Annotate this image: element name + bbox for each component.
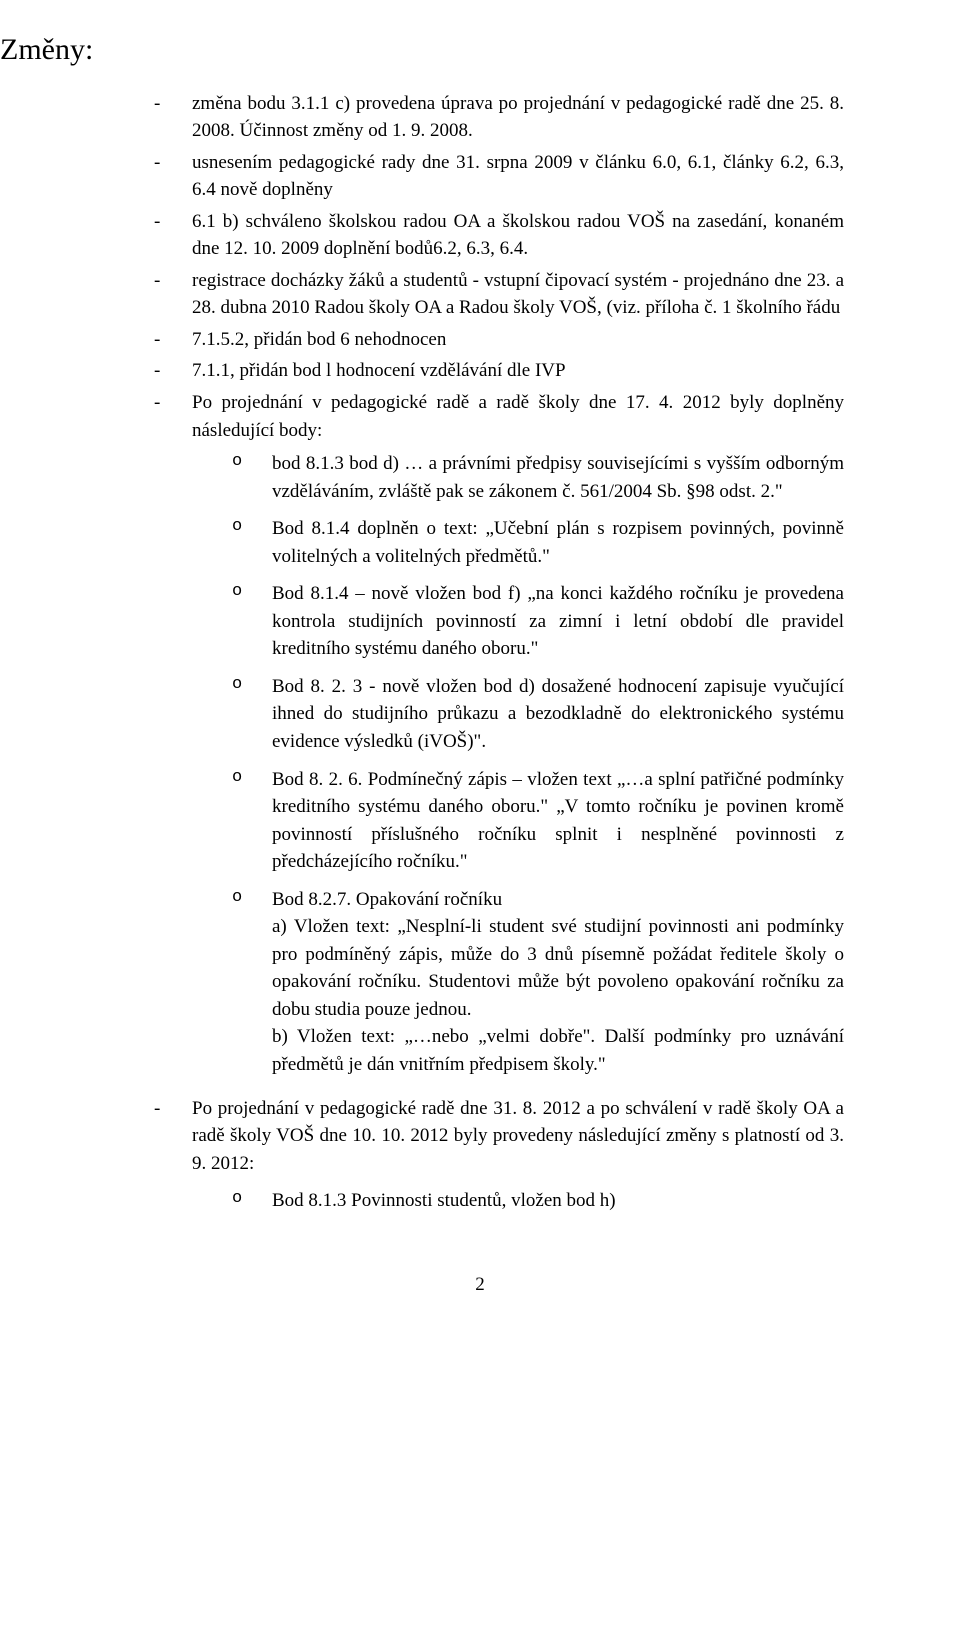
sub-text: bod 8.1.3 bod d) … a právními předpisy s… xyxy=(272,453,844,502)
list-item: 7.1.5.2, přidán bod 6 nehodnocen xyxy=(154,326,844,354)
list-item: usnesením pedagogické rady dne 31. srpna… xyxy=(154,149,844,204)
item-text: 6.1 b) schváleno školskou radou OA a ško… xyxy=(192,211,844,260)
item-text: registrace docházky žáků a studentů - vs… xyxy=(192,270,844,319)
sub-text: Bod 8. 2. 3 - nově vložen bod d) dosažen… xyxy=(272,676,844,752)
list-item: registrace docházky žáků a studentů - vs… xyxy=(154,267,844,322)
sub-item: bod 8.1.3 bod d) … a právními předpisy s… xyxy=(232,450,844,505)
item-text: 7.1.1, přidán bod l hodnocení vzdělávání… xyxy=(192,360,566,381)
after-list: Po projednání v pedagogické radě dne 31.… xyxy=(116,1095,844,1215)
sub-item: Bod 8.2.7. Opakování ročníku a) Vložen t… xyxy=(232,886,844,1079)
after-item: Po projednání v pedagogické radě dne 31.… xyxy=(154,1095,844,1215)
list-item: 6.1 b) schváleno školskou radou OA a ško… xyxy=(154,208,844,263)
sub-item: Bod 8. 2. 3 - nově vložen bod d) dosažen… xyxy=(232,673,844,756)
sub-text: Bod 8. 2. 6. Podmínečný zápis – vložen t… xyxy=(272,769,844,873)
sub-item: Bod 8.1.4 – nově vložen bod f) „na konci… xyxy=(232,580,844,663)
sub-text: Bod 8.1.4 – nově vložen bod f) „na konci… xyxy=(272,583,844,659)
item-text: Po projednání v pedagogické radě a radě … xyxy=(192,392,844,441)
sub-list: bod 8.1.3 bod d) … a právními předpisy s… xyxy=(192,450,844,1078)
item-text: 7.1.5.2, přidán bod 6 nehodnocen xyxy=(192,329,446,350)
after-text: Po projednání v pedagogické radě dne 31.… xyxy=(192,1098,844,1174)
changes-list: změna bodu 3.1.1 c) provedena úprava po … xyxy=(116,90,844,1079)
sub-text: Bod 8.2.7. Opakování ročníku xyxy=(272,889,502,910)
after-sub-list: Bod 8.1.3 Povinnosti studentů, vložen bo… xyxy=(192,1187,844,1215)
sub-text: Bod 8.1.4 doplněn o text: „Učební plán s… xyxy=(272,518,844,567)
sub-item-a: a) Vložen text: „Nesplní-li student své … xyxy=(272,913,844,1023)
list-item: 7.1.1, přidán bod l hodnocení vzdělávání… xyxy=(154,357,844,385)
sub-item: Bod 8. 2. 6. Podmínečný zápis – vložen t… xyxy=(232,766,844,876)
document-page: Změny: změna bodu 3.1.1 c) provedena úpr… xyxy=(0,0,960,1358)
item-text: změna bodu 3.1.1 c) provedena úprava po … xyxy=(192,93,844,142)
item-text: usnesením pedagogické rady dne 31. srpna… xyxy=(192,152,844,201)
after-sub-text: Bod 8.1.3 Povinnosti studentů, vložen bo… xyxy=(272,1190,616,1211)
sub-item: Bod 8.1.4 doplněn o text: „Učební plán s… xyxy=(232,515,844,570)
after-sub-item: Bod 8.1.3 Povinnosti studentů, vložen bo… xyxy=(232,1187,844,1215)
page-title: Změny: xyxy=(0,28,844,72)
page-number: 2 xyxy=(116,1271,844,1299)
list-item: změna bodu 3.1.1 c) provedena úprava po … xyxy=(154,90,844,145)
list-item: Po projednání v pedagogické radě a radě … xyxy=(154,389,844,1079)
sub-item-b: b) Vložen text: „…nebo „velmi dobře". Da… xyxy=(272,1023,844,1078)
